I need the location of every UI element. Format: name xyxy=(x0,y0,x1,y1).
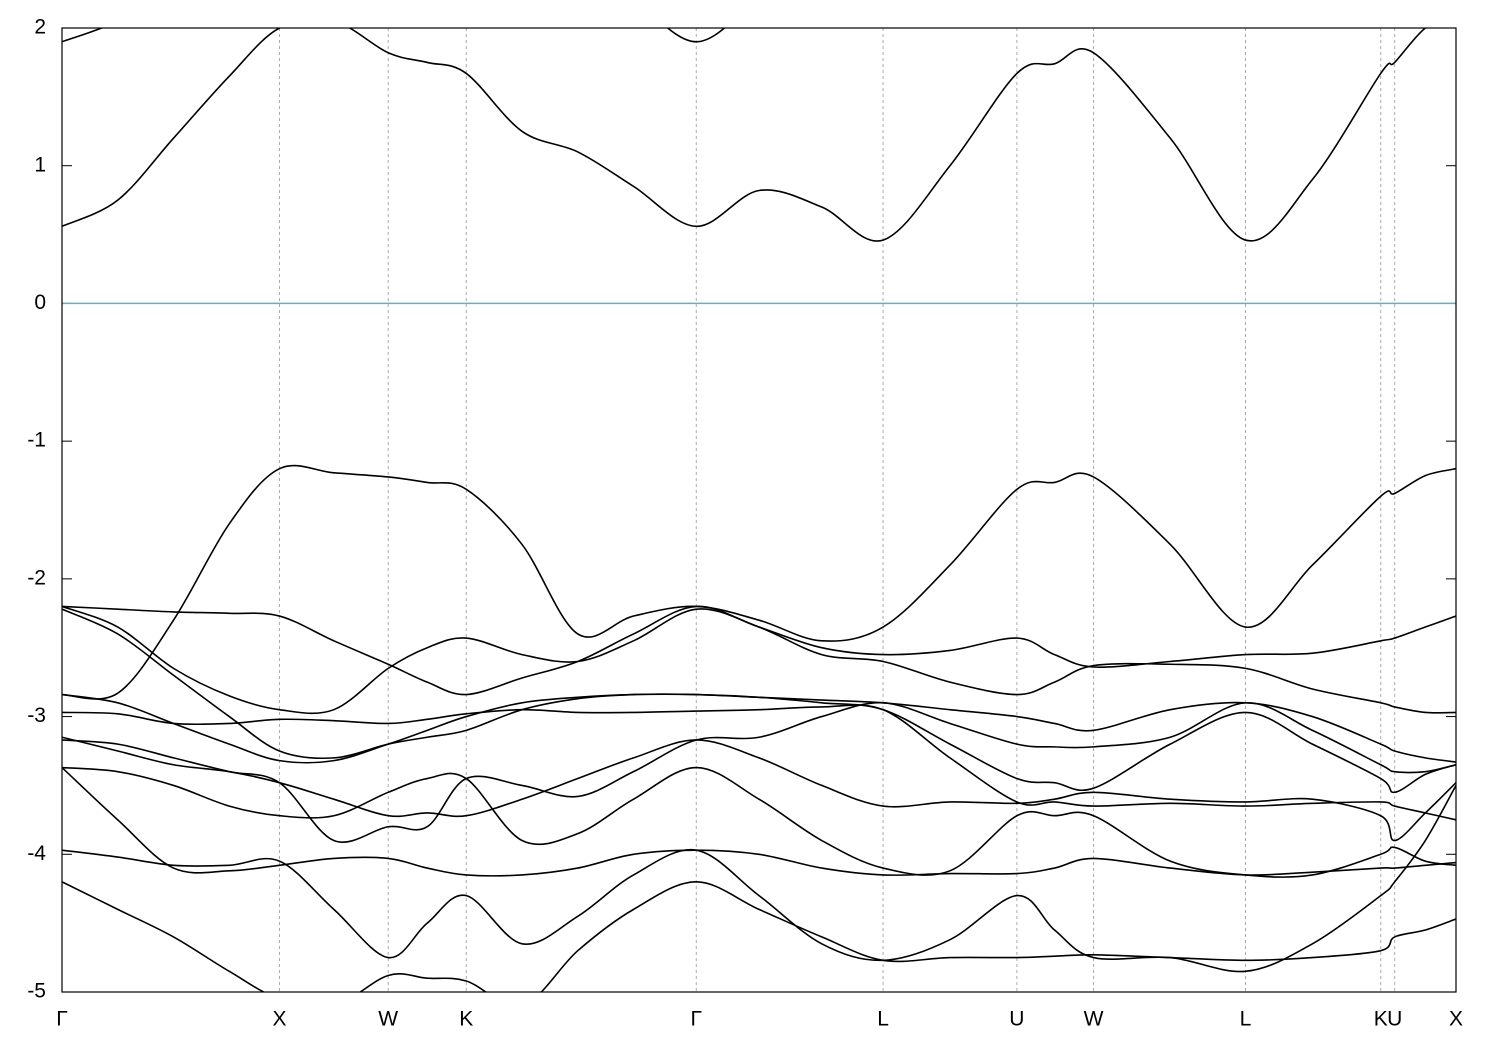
grid-layer xyxy=(61,27,1457,993)
band-line xyxy=(62,704,1456,821)
x-tick-label: Γ xyxy=(56,1008,68,1031)
y-tick-label: 0 xyxy=(34,291,46,314)
band-line xyxy=(62,881,1456,992)
y-tick-label: -2 xyxy=(27,566,46,589)
x-tick-label: U xyxy=(1009,1008,1024,1031)
x-tick-label: Γ xyxy=(690,1008,702,1031)
x-tick-label: L xyxy=(1240,1008,1252,1031)
y-tick-label: 1 xyxy=(34,153,46,176)
band-line xyxy=(62,28,726,43)
y-tick-label: -1 xyxy=(27,429,46,452)
y-tick-label: -4 xyxy=(27,842,46,865)
band-line xyxy=(62,766,1456,878)
y-tick-label: -3 xyxy=(27,704,46,727)
x-tick-label: W xyxy=(1084,1008,1104,1031)
band-line xyxy=(62,605,1456,715)
band-line xyxy=(62,785,1456,973)
plot-frame xyxy=(61,27,1457,993)
x-tick-label: K xyxy=(1374,1008,1388,1031)
x-tick-label: X xyxy=(1449,1008,1463,1031)
x-tick-label: X xyxy=(272,1008,286,1031)
band-line xyxy=(62,608,1456,763)
x-tick-label: W xyxy=(378,1008,398,1031)
band-line xyxy=(62,693,1456,794)
y-tick-label: -5 xyxy=(27,980,46,1003)
lines-layer xyxy=(62,28,1456,992)
y-tick-label: 2 xyxy=(34,16,46,39)
x-tick-label: U xyxy=(1387,1008,1402,1031)
band-line xyxy=(62,766,1456,877)
x-tick-label: K xyxy=(459,1008,473,1031)
band-line xyxy=(62,736,1456,842)
x-tick-label: L xyxy=(877,1008,889,1031)
band-line xyxy=(62,28,1427,242)
band-line xyxy=(62,464,1456,700)
band-line xyxy=(62,701,1456,843)
